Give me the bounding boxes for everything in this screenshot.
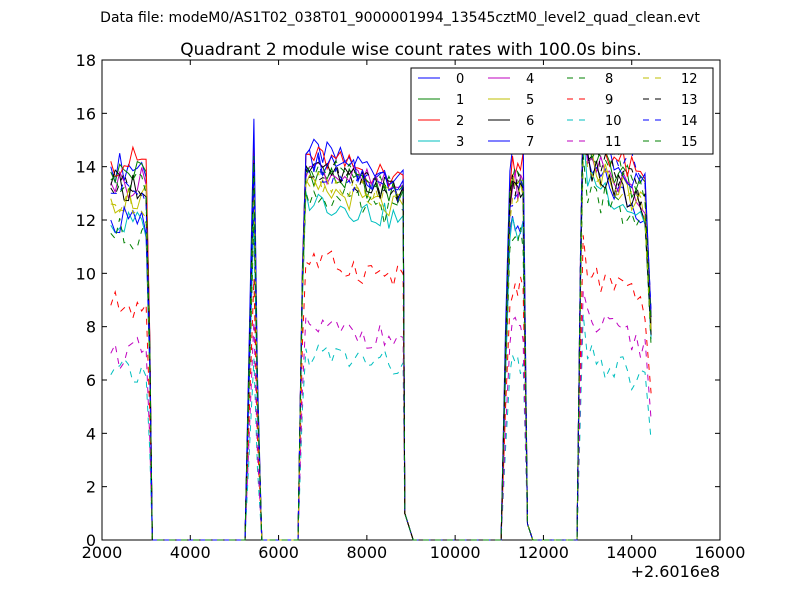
x-tick-label: 6000 xyxy=(258,543,299,562)
legend-label-9: 9 xyxy=(605,93,613,108)
legend-label-7: 7 xyxy=(526,135,534,150)
series-line-11 xyxy=(110,291,652,541)
x-tick-label: 14000 xyxy=(606,543,657,562)
x-tick-label: 8000 xyxy=(346,543,387,562)
legend-label-5: 5 xyxy=(526,93,534,108)
legend-label-2: 2 xyxy=(456,114,464,129)
y-tick-label: 14 xyxy=(76,158,96,177)
tick-layer: 2000 4000 6000 8000 10000 12000 14000 16000 0 2 4 6… xyxy=(76,51,746,562)
x-tick-label: 2000 xyxy=(82,543,123,562)
chart-title: Quadrant 2 module wise count rates with … xyxy=(180,40,641,60)
y-tick-label: 0 xyxy=(86,531,96,550)
legend-label-4: 4 xyxy=(526,72,534,87)
legend-label-8: 8 xyxy=(605,72,613,87)
legend-label-3: 3 xyxy=(456,135,464,150)
x-offset-label: +2.6016e8 xyxy=(631,562,720,581)
legend-label-15: 15 xyxy=(681,135,698,150)
legend-label-0: 0 xyxy=(456,72,464,87)
x-tick-label: 16000 xyxy=(695,543,746,562)
legend-label-13: 13 xyxy=(681,93,698,108)
x-tick-label: 10000 xyxy=(430,543,481,562)
datafile-label: Data file: modeM0/AS1T02_038T01_90000019… xyxy=(100,10,700,26)
legend-label-12: 12 xyxy=(681,72,698,87)
legend-label-1: 1 xyxy=(456,93,464,108)
y-tick-label: 6 xyxy=(86,371,96,390)
legend-label-11: 11 xyxy=(605,135,622,150)
y-tick-label: 2 xyxy=(86,478,96,497)
y-tick-label: 8 xyxy=(86,318,96,337)
legend-label-14: 14 xyxy=(681,114,698,129)
y-tick-label: 16 xyxy=(76,104,96,123)
y-tick-label: 4 xyxy=(86,424,96,443)
x-tick-label: 12000 xyxy=(518,543,569,562)
y-tick-label: 12 xyxy=(76,211,96,230)
legend-label-10: 10 xyxy=(605,114,622,129)
x-tick-label: 4000 xyxy=(170,543,211,562)
series-line-10 xyxy=(110,314,652,541)
legend-box xyxy=(410,67,714,155)
legend-label-6: 6 xyxy=(526,114,534,129)
y-tick-label: 10 xyxy=(76,264,96,283)
y-tick-label: 18 xyxy=(76,51,96,70)
